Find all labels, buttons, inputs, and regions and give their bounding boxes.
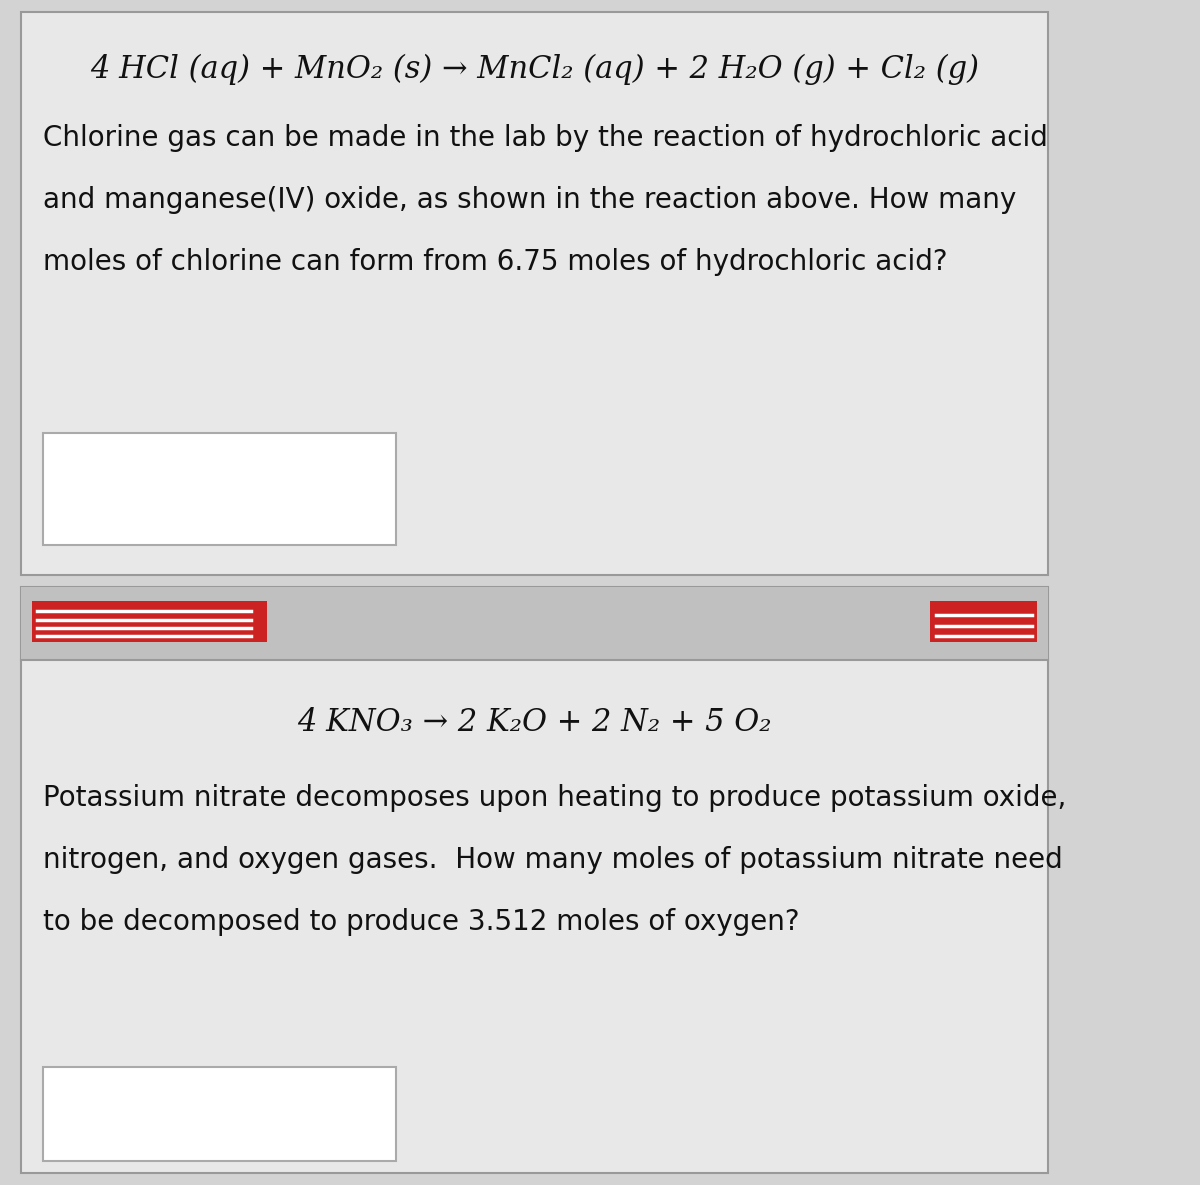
FancyBboxPatch shape [930, 601, 1037, 642]
Text: and manganese(IV) oxide, as shown in the reaction above. How many: and manganese(IV) oxide, as shown in the… [43, 186, 1016, 214]
Text: 4 HCl (aq) + MnO₂ (s) → MnCl₂ (aq) + 2 H₂O (g) + Cl₂ (g): 4 HCl (aq) + MnO₂ (s) → MnCl₂ (aq) + 2 H… [90, 53, 979, 84]
Text: Potassium nitrate decomposes upon heating to produce potassium oxide,: Potassium nitrate decomposes upon heatin… [43, 784, 1066, 813]
Text: moles of chlorine can form from 6.75 moles of hydrochloric acid?: moles of chlorine can form from 6.75 mol… [43, 248, 948, 276]
FancyBboxPatch shape [43, 433, 396, 545]
Text: nitrogen, and oxygen gases.  How many moles of potassium nitrate need: nitrogen, and oxygen gases. How many mol… [43, 846, 1062, 875]
FancyBboxPatch shape [43, 1066, 396, 1161]
FancyBboxPatch shape [22, 587, 1048, 660]
Text: 4 KNO₃ → 2 K₂O + 2 N₂ + 5 O₂: 4 KNO₃ → 2 K₂O + 2 N₂ + 5 O₂ [298, 707, 772, 738]
Text: to be decomposed to produce 3.512 moles of oxygen?: to be decomposed to produce 3.512 moles … [43, 908, 799, 936]
FancyBboxPatch shape [32, 601, 268, 642]
FancyBboxPatch shape [22, 12, 1048, 575]
Text: Chlorine gas can be made in the lab by the reaction of hydrochloric acid: Chlorine gas can be made in the lab by t… [43, 124, 1048, 153]
FancyBboxPatch shape [22, 587, 1048, 1173]
